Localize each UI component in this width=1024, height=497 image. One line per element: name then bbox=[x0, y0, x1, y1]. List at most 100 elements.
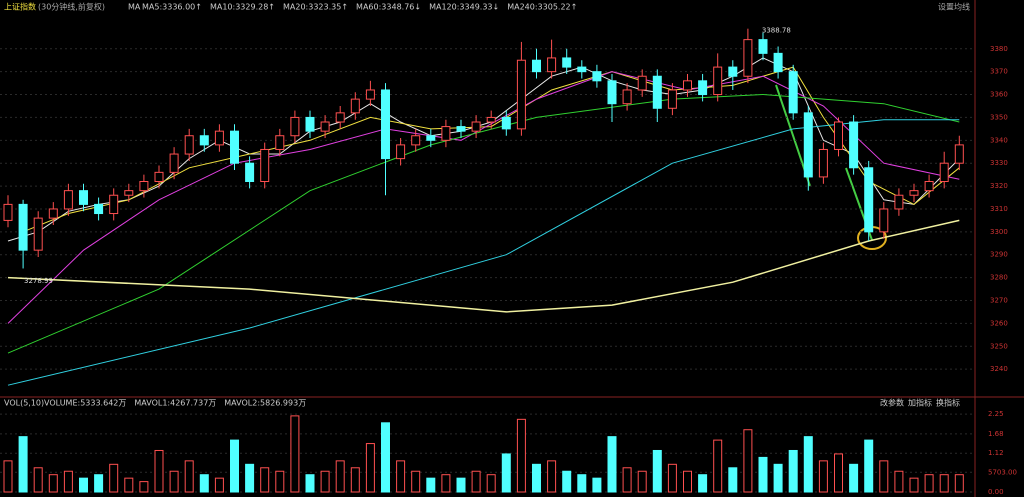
volume-bar bbox=[245, 463, 255, 493]
candle-body bbox=[698, 80, 708, 96]
y-tick-label: 3280 bbox=[990, 274, 1008, 282]
candle-body bbox=[501, 116, 511, 130]
volume-bar bbox=[411, 470, 421, 493]
candle-body bbox=[335, 112, 345, 123]
candle-body bbox=[607, 80, 617, 105]
volume-bar bbox=[637, 470, 647, 493]
candle-body bbox=[834, 121, 843, 150]
candle-body bbox=[350, 98, 360, 114]
ma-line bbox=[7, 93, 960, 354]
candle-body bbox=[547, 57, 557, 73]
volume-bar bbox=[652, 449, 662, 493]
volume-bar bbox=[230, 439, 239, 493]
volume-bar bbox=[79, 477, 88, 493]
volume-bar bbox=[713, 439, 723, 493]
candle-body bbox=[909, 190, 919, 196]
volume-bar bbox=[773, 463, 783, 493]
candle-body bbox=[713, 66, 723, 96]
volume-bar bbox=[214, 477, 224, 493]
y-tick-label: 3350 bbox=[990, 113, 1008, 121]
candle-body bbox=[592, 71, 602, 82]
y-tick-label: 3330 bbox=[990, 159, 1008, 167]
settings-button[interactable]: 设置均线 bbox=[938, 2, 970, 12]
volume-bar bbox=[864, 439, 874, 493]
volume-bar bbox=[169, 470, 179, 493]
candle-body bbox=[230, 130, 239, 164]
ma-header: MA20:3323.35↑ bbox=[283, 3, 348, 12]
volume-bar bbox=[532, 463, 541, 493]
volume-bar bbox=[758, 456, 768, 493]
candle-body bbox=[109, 194, 119, 215]
candle-body bbox=[849, 121, 859, 169]
y-tick-label: 3320 bbox=[990, 182, 1008, 190]
vol-tick-label: 5703.00 bbox=[988, 468, 1017, 476]
volume-bar bbox=[894, 470, 904, 493]
ma-header: MA10:3329.28↑ bbox=[210, 3, 275, 12]
candle-body bbox=[773, 52, 783, 73]
volume-bar bbox=[456, 477, 466, 493]
volume-bar bbox=[683, 470, 692, 493]
candle-body bbox=[939, 162, 949, 183]
ma-line bbox=[7, 71, 960, 324]
candle-body bbox=[728, 66, 738, 77]
chart-subtitle: (30分钟线,前复权) bbox=[38, 2, 105, 12]
candle-body bbox=[63, 190, 73, 210]
candle-body bbox=[411, 135, 421, 146]
volume-bar bbox=[501, 453, 511, 493]
candle-body bbox=[516, 59, 526, 130]
volume-bar bbox=[547, 460, 557, 493]
ma-line bbox=[7, 219, 960, 313]
volume-bar bbox=[849, 463, 859, 493]
volume-bar bbox=[154, 449, 164, 493]
candle-body bbox=[818, 148, 828, 178]
candle-body bbox=[864, 167, 874, 233]
indicator-button[interactable]: 换指标 bbox=[936, 398, 960, 408]
volume-bar bbox=[441, 474, 451, 493]
candle-body bbox=[305, 116, 315, 132]
candle-body bbox=[924, 181, 934, 192]
candle-body bbox=[33, 217, 43, 251]
volume-bar bbox=[350, 467, 360, 493]
ma-line bbox=[7, 119, 960, 386]
candle-body bbox=[184, 135, 194, 155]
volume-header: MAVOL1:4267.737万 bbox=[134, 399, 216, 408]
y-tick-label: 3270 bbox=[990, 296, 1008, 304]
candle-body bbox=[667, 89, 677, 109]
candle-body bbox=[79, 190, 88, 205]
candle-body bbox=[214, 130, 224, 146]
y-tick-label: 3380 bbox=[990, 45, 1008, 53]
candle-body bbox=[954, 144, 964, 164]
vol-tick-label: 1.12 bbox=[988, 449, 1004, 457]
candle-body bbox=[637, 75, 647, 91]
y-tick-label: 3300 bbox=[990, 228, 1008, 236]
vol-tick-label: 0.00 bbox=[988, 488, 1004, 496]
volume-bar bbox=[924, 474, 934, 493]
volume-bar bbox=[939, 474, 949, 493]
y-tick-label: 3240 bbox=[990, 365, 1008, 373]
chart-title: 上证指数 bbox=[4, 2, 36, 12]
candle-body bbox=[3, 203, 13, 221]
indicator-button[interactable]: 加指标 bbox=[908, 398, 932, 408]
candle-body bbox=[245, 162, 255, 183]
ma-header: MA5:3336.00↑ bbox=[142, 3, 202, 12]
volume-bar bbox=[728, 467, 738, 493]
volume-bar bbox=[667, 463, 677, 493]
indicator-button[interactable]: 改参数 bbox=[880, 398, 904, 408]
y-tick-label: 3250 bbox=[990, 342, 1008, 350]
ma-label: MA bbox=[128, 3, 141, 12]
volume-bar bbox=[124, 477, 134, 493]
candle-body bbox=[124, 190, 134, 196]
volume-bar bbox=[879, 460, 889, 493]
peak-label: 3388.78 bbox=[762, 27, 791, 35]
vol-tick-label: 1.68 bbox=[988, 430, 1004, 438]
volume-header: VOLUME:5333.642万 bbox=[44, 399, 126, 408]
volume-bar bbox=[320, 470, 330, 493]
candle-body bbox=[441, 126, 451, 141]
y-tick-label: 3310 bbox=[990, 205, 1008, 213]
volume-bar bbox=[381, 422, 390, 493]
volume-bar bbox=[109, 463, 119, 493]
volume-bar bbox=[94, 474, 104, 493]
candle-body bbox=[260, 148, 270, 183]
candle-body bbox=[396, 144, 406, 160]
